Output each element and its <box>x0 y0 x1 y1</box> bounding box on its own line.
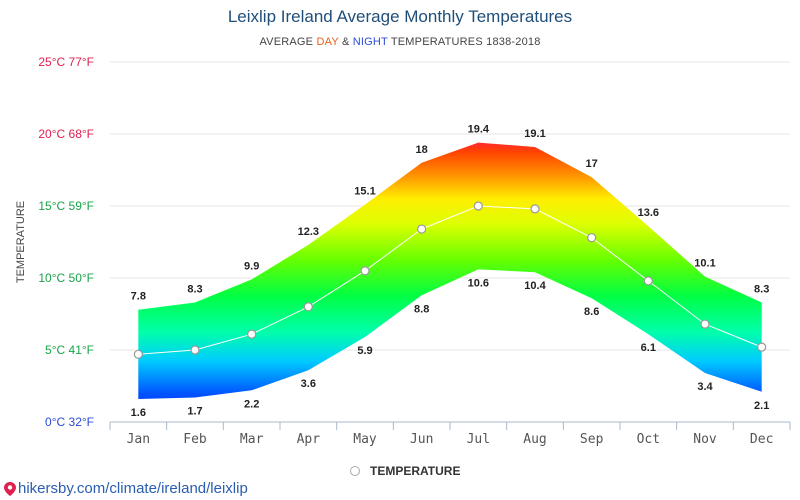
night-value-label: 10.4 <box>524 280 546 292</box>
day-value-label: 9.9 <box>244 260 259 272</box>
day-value-label: 17 <box>586 158 598 170</box>
average-point <box>190 345 200 355</box>
subtitle-amp: & <box>338 36 353 48</box>
average-point <box>133 349 143 359</box>
average-point <box>360 266 370 276</box>
average-point <box>303 302 313 312</box>
subtitle-prefix: AVERAGE <box>259 36 317 48</box>
map-pin-icon <box>4 481 16 496</box>
y-axis-title: TEMPERATURE <box>15 201 27 283</box>
chart-subtitle: AVERAGE DAY & NIGHT TEMPERATURES 1838-20… <box>0 36 800 48</box>
chart-title: Leixlip Ireland Average Monthly Temperat… <box>227 7 573 26</box>
y-tick-label: 0°C 32°F <box>45 415 94 429</box>
night-value-label: 2.2 <box>244 398 259 410</box>
legend-label: TEMPERATURE <box>370 464 461 478</box>
average-point <box>247 329 257 339</box>
x-tick-label: Sep <box>580 432 604 447</box>
subtitle-day: DAY <box>316 36 339 48</box>
day-value-label: 13.6 <box>638 207 659 219</box>
x-tick-label: Jan <box>127 432 150 447</box>
x-tick-label: Dec <box>750 432 773 447</box>
night-value-label: 3.6 <box>301 378 316 390</box>
legend-marker-icon <box>350 466 360 476</box>
night-value-label: 1.6 <box>131 407 146 419</box>
footer-link[interactable]: hikersby.com/climate/ireland/leixlip <box>4 480 248 497</box>
average-point <box>473 201 483 211</box>
night-value-label: 1.7 <box>187 406 202 418</box>
day-value-label: 8.3 <box>754 283 769 295</box>
subtitle-night: NIGHT <box>352 36 388 48</box>
night-value-label: 5.9 <box>357 345 372 357</box>
night-value-label: 6.1 <box>641 342 656 354</box>
day-value-label: 18 <box>416 144 428 156</box>
day-value-label: 12.3 <box>298 226 319 238</box>
day-value-label: 15.1 <box>354 186 375 198</box>
average-temperature-line <box>138 205 762 355</box>
subtitle-suffix: TEMPERATURES 1838-2018 <box>387 36 541 48</box>
night-value-label: 8.8 <box>414 303 429 315</box>
x-tick-label: Nov <box>693 432 717 447</box>
x-tick-label: Oct <box>637 432 660 447</box>
x-tick-label: Jun <box>410 432 433 447</box>
night-value-label: 3.4 <box>697 381 713 393</box>
chart-legend[interactable]: TEMPERATURE <box>350 464 460 478</box>
average-point <box>587 233 597 243</box>
x-tick-label: May <box>353 432 377 447</box>
average-point <box>643 276 653 286</box>
night-value-label: 8.6 <box>584 306 599 318</box>
y-tick-label: 10°C 50°F <box>38 271 94 285</box>
y-tick-label: 5°C 41°F <box>45 343 94 357</box>
night-value-label: 10.6 <box>468 277 489 289</box>
day-value-label: 7.8 <box>131 291 146 303</box>
day-value-label: 19.1 <box>524 128 545 140</box>
day-value-label: 10.1 <box>694 258 715 270</box>
average-point <box>417 224 427 234</box>
y-tick-label: 20°C 68°F <box>38 127 94 141</box>
x-tick-label: Mar <box>240 432 264 447</box>
x-tick-label: Feb <box>183 432 207 447</box>
x-tick-label: Aug <box>523 432 546 447</box>
temperature-range-area <box>138 142 762 399</box>
day-value-label: 8.3 <box>187 283 202 295</box>
y-tick-label: 25°C 77°F <box>38 55 94 69</box>
day-value-label: 19.4 <box>468 124 490 136</box>
footer-url: hikersby.com/climate/ireland/leixlip <box>18 480 248 497</box>
x-tick-label: Apr <box>297 432 321 447</box>
average-point <box>700 319 710 329</box>
average-point <box>530 204 540 214</box>
night-value-label: 2.1 <box>754 400 769 412</box>
average-point <box>757 342 767 352</box>
y-tick-label: 15°C 59°F <box>38 199 94 213</box>
x-tick-label: Jul <box>467 432 490 447</box>
